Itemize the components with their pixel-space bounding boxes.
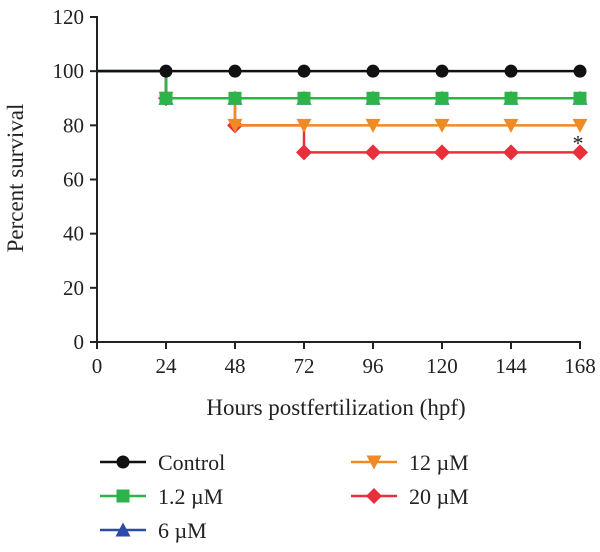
data-point [365,144,381,161]
legend-marker [366,455,382,470]
legend-item-4: 20 µM [351,484,469,509]
series-0 [97,64,587,78]
x-axis-label: Hours postfertilization (hpf) [206,395,465,420]
data-point [573,91,587,105]
legend-label: 6 µM [158,518,207,543]
axes-layer [96,16,581,343]
legend-item-3: 12 µM [351,450,469,475]
legend-label: 12 µM [409,450,469,475]
series-line [97,69,580,154]
legend-marker [115,522,131,537]
data-point [504,64,518,78]
y-tick-label: 0 [74,330,85,354]
legend-marker [366,488,382,504]
x-tick-label: 24 [156,354,178,378]
legend-item-0: Control [100,450,225,475]
data-point [503,144,519,161]
data-point [159,64,173,78]
legend-label: Control [158,450,225,475]
ticks-layer: 0 24 48 72 96 120 144 168 0 20 40 60 80 100 120 [53,5,596,378]
data-point [297,64,311,78]
x-tick-label: 144 [495,354,527,378]
y-tick-label: 20 [63,276,84,300]
legend-label: 1.2 µM [158,484,223,509]
y-tick-label: 120 [53,5,85,29]
data-point [228,91,242,105]
y-axis-label: Percent survival [3,104,28,253]
annotation-layer: * [573,130,584,155]
data-point [503,118,519,133]
legend: Control 1.2 µM 6 µM 12 µM 20 µM [100,450,469,543]
x-tick-label: 96 [363,354,384,378]
x-tick-label: 168 [564,354,596,378]
data-point [297,91,311,105]
data-point [296,118,312,133]
data-point [434,144,450,161]
x-tick-label: 48 [225,354,246,378]
x-tick-label: 120 [426,354,458,378]
data-point [365,118,381,133]
data-point [573,64,587,78]
y-tick-label: 100 [53,59,85,83]
x-tick-label: 0 [92,354,103,378]
legend-marker [116,489,130,503]
data-point [435,91,449,105]
data-point [366,91,380,105]
series-layer [97,64,588,161]
data-point [572,144,588,161]
data-point [159,91,173,105]
legend-item-1: 1.2 µM [100,484,223,509]
data-point [227,118,243,133]
legend-label: 20 µM [409,484,469,509]
x-tick-label: 72 [294,354,315,378]
legend-item-2: 6 µM [100,518,207,543]
data-point [504,91,518,105]
legend-marker [116,455,130,469]
series-4 [97,69,588,161]
data-point [296,144,312,161]
data-point [434,118,450,133]
series-1 [97,69,587,105]
data-point [572,118,588,133]
y-tick-label: 60 [63,168,84,192]
data-point [366,64,380,78]
significance-asterisk: * [573,130,584,155]
y-tick-label: 80 [63,113,84,137]
data-point [228,64,242,78]
data-point [435,64,449,78]
y-tick-label: 40 [63,222,84,246]
